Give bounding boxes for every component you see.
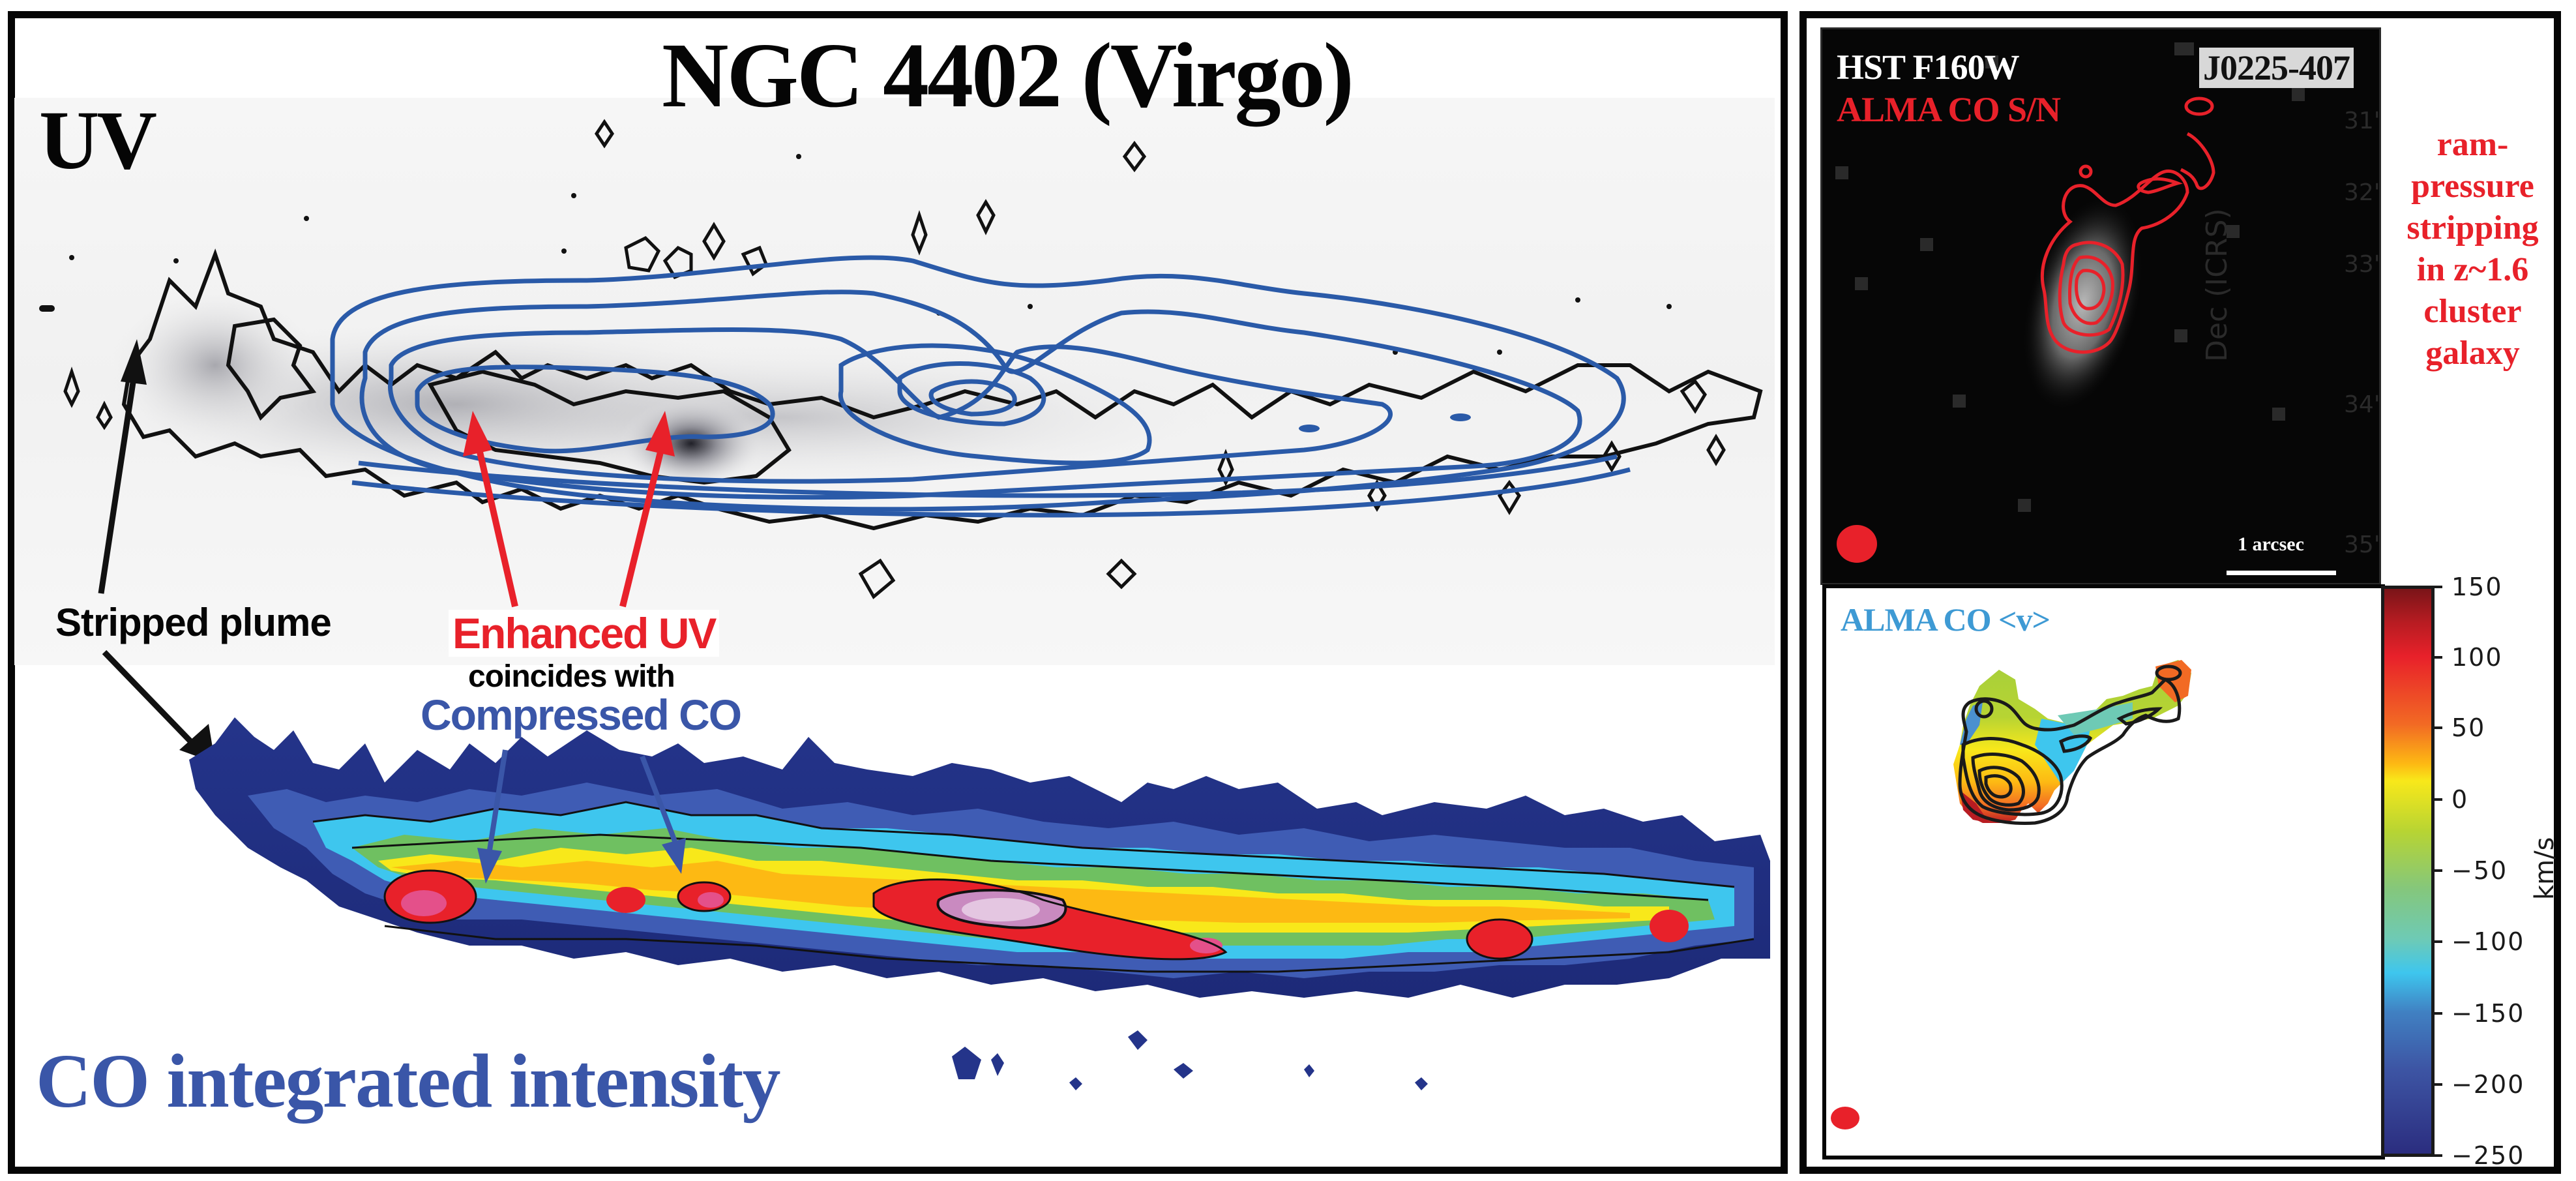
co-intensity-label: CO integrated intensity (36, 1038, 780, 1124)
caption-line-5: cluster (2423, 293, 2522, 330)
alma-sn-label: ALMA CO S/N (1837, 90, 2061, 129)
caption-line-2: pressure (2411, 168, 2534, 205)
dec-tick-31: 31' (2344, 108, 2380, 134)
caption-line-3: stripping (2406, 209, 2539, 247)
figure-title: NGC 4402 (Virgo) (662, 23, 1354, 127)
colorbar-tick-150: 150 (2451, 573, 2503, 601)
dec-axis-label: Dec (ICRS) (2200, 208, 2234, 362)
colorbar-tick-50: 50 (2451, 713, 2486, 742)
colorbar-tick-neg250: −250 (2451, 1141, 2525, 1170)
velocity-colorbar (2381, 586, 2435, 1157)
object-id-label: J0225-407 (2199, 48, 2354, 88)
colorbar-tick-neg200: −200 (2451, 1070, 2525, 1099)
caption-line-4: in z~1.6 (2416, 251, 2529, 288)
colorbar-ticks (2432, 586, 2442, 1157)
velocity-map-panel: ALMA CO <v> (1822, 584, 2385, 1159)
scale-bar-label: 1 arcsec (2238, 533, 2304, 555)
coincides-with-label: coincides with (468, 659, 675, 694)
dec-tick-34: 34' (2344, 391, 2380, 418)
beam-ellipse-velocity (1831, 1107, 1859, 1129)
compressed-co-label: Compressed CO (421, 691, 742, 739)
side-caption: ram- pressure stripping in z~1.6 cluster… (2386, 124, 2559, 374)
uv-galaxy-map (39, 119, 1763, 763)
scale-bar (2227, 571, 2336, 575)
velocity-map (1953, 660, 2191, 825)
hst-image-panel: HST F160W ALMA CO S/N J0225-407 Dec (ICR… (1820, 27, 2381, 585)
dec-tick-33: 33' (2344, 251, 2380, 278)
enhanced-uv-label: Enhanced UV (449, 610, 720, 657)
colorbar-tick-0: 0 (2451, 785, 2469, 814)
colorbar-tick-neg100: −100 (2451, 927, 2525, 956)
hst-filter-label: HST F160W (1837, 48, 2020, 87)
co-intensity-map (189, 717, 1770, 1090)
caption-line-1: ram- (2436, 126, 2509, 163)
dec-tick-35: 35' (2344, 531, 2380, 558)
velocity-map-label: ALMA CO <v> (1841, 601, 2050, 638)
dec-tick-32: 32' (2344, 179, 2380, 206)
uv-label: UV (39, 94, 157, 187)
stripped-plume-label: Stripped plume (55, 601, 332, 644)
colorbar-tick-100: 100 (2451, 643, 2503, 672)
hst-image (1835, 42, 2305, 512)
caption-line-6: galaxy (2425, 335, 2520, 372)
colorbar-unit-label: km/s (2530, 837, 2560, 900)
colorbar-tick-neg50: −50 (2451, 856, 2508, 885)
beam-ellipse-hst (1837, 525, 1877, 563)
colorbar-tick-neg150: −150 (2451, 999, 2525, 1028)
